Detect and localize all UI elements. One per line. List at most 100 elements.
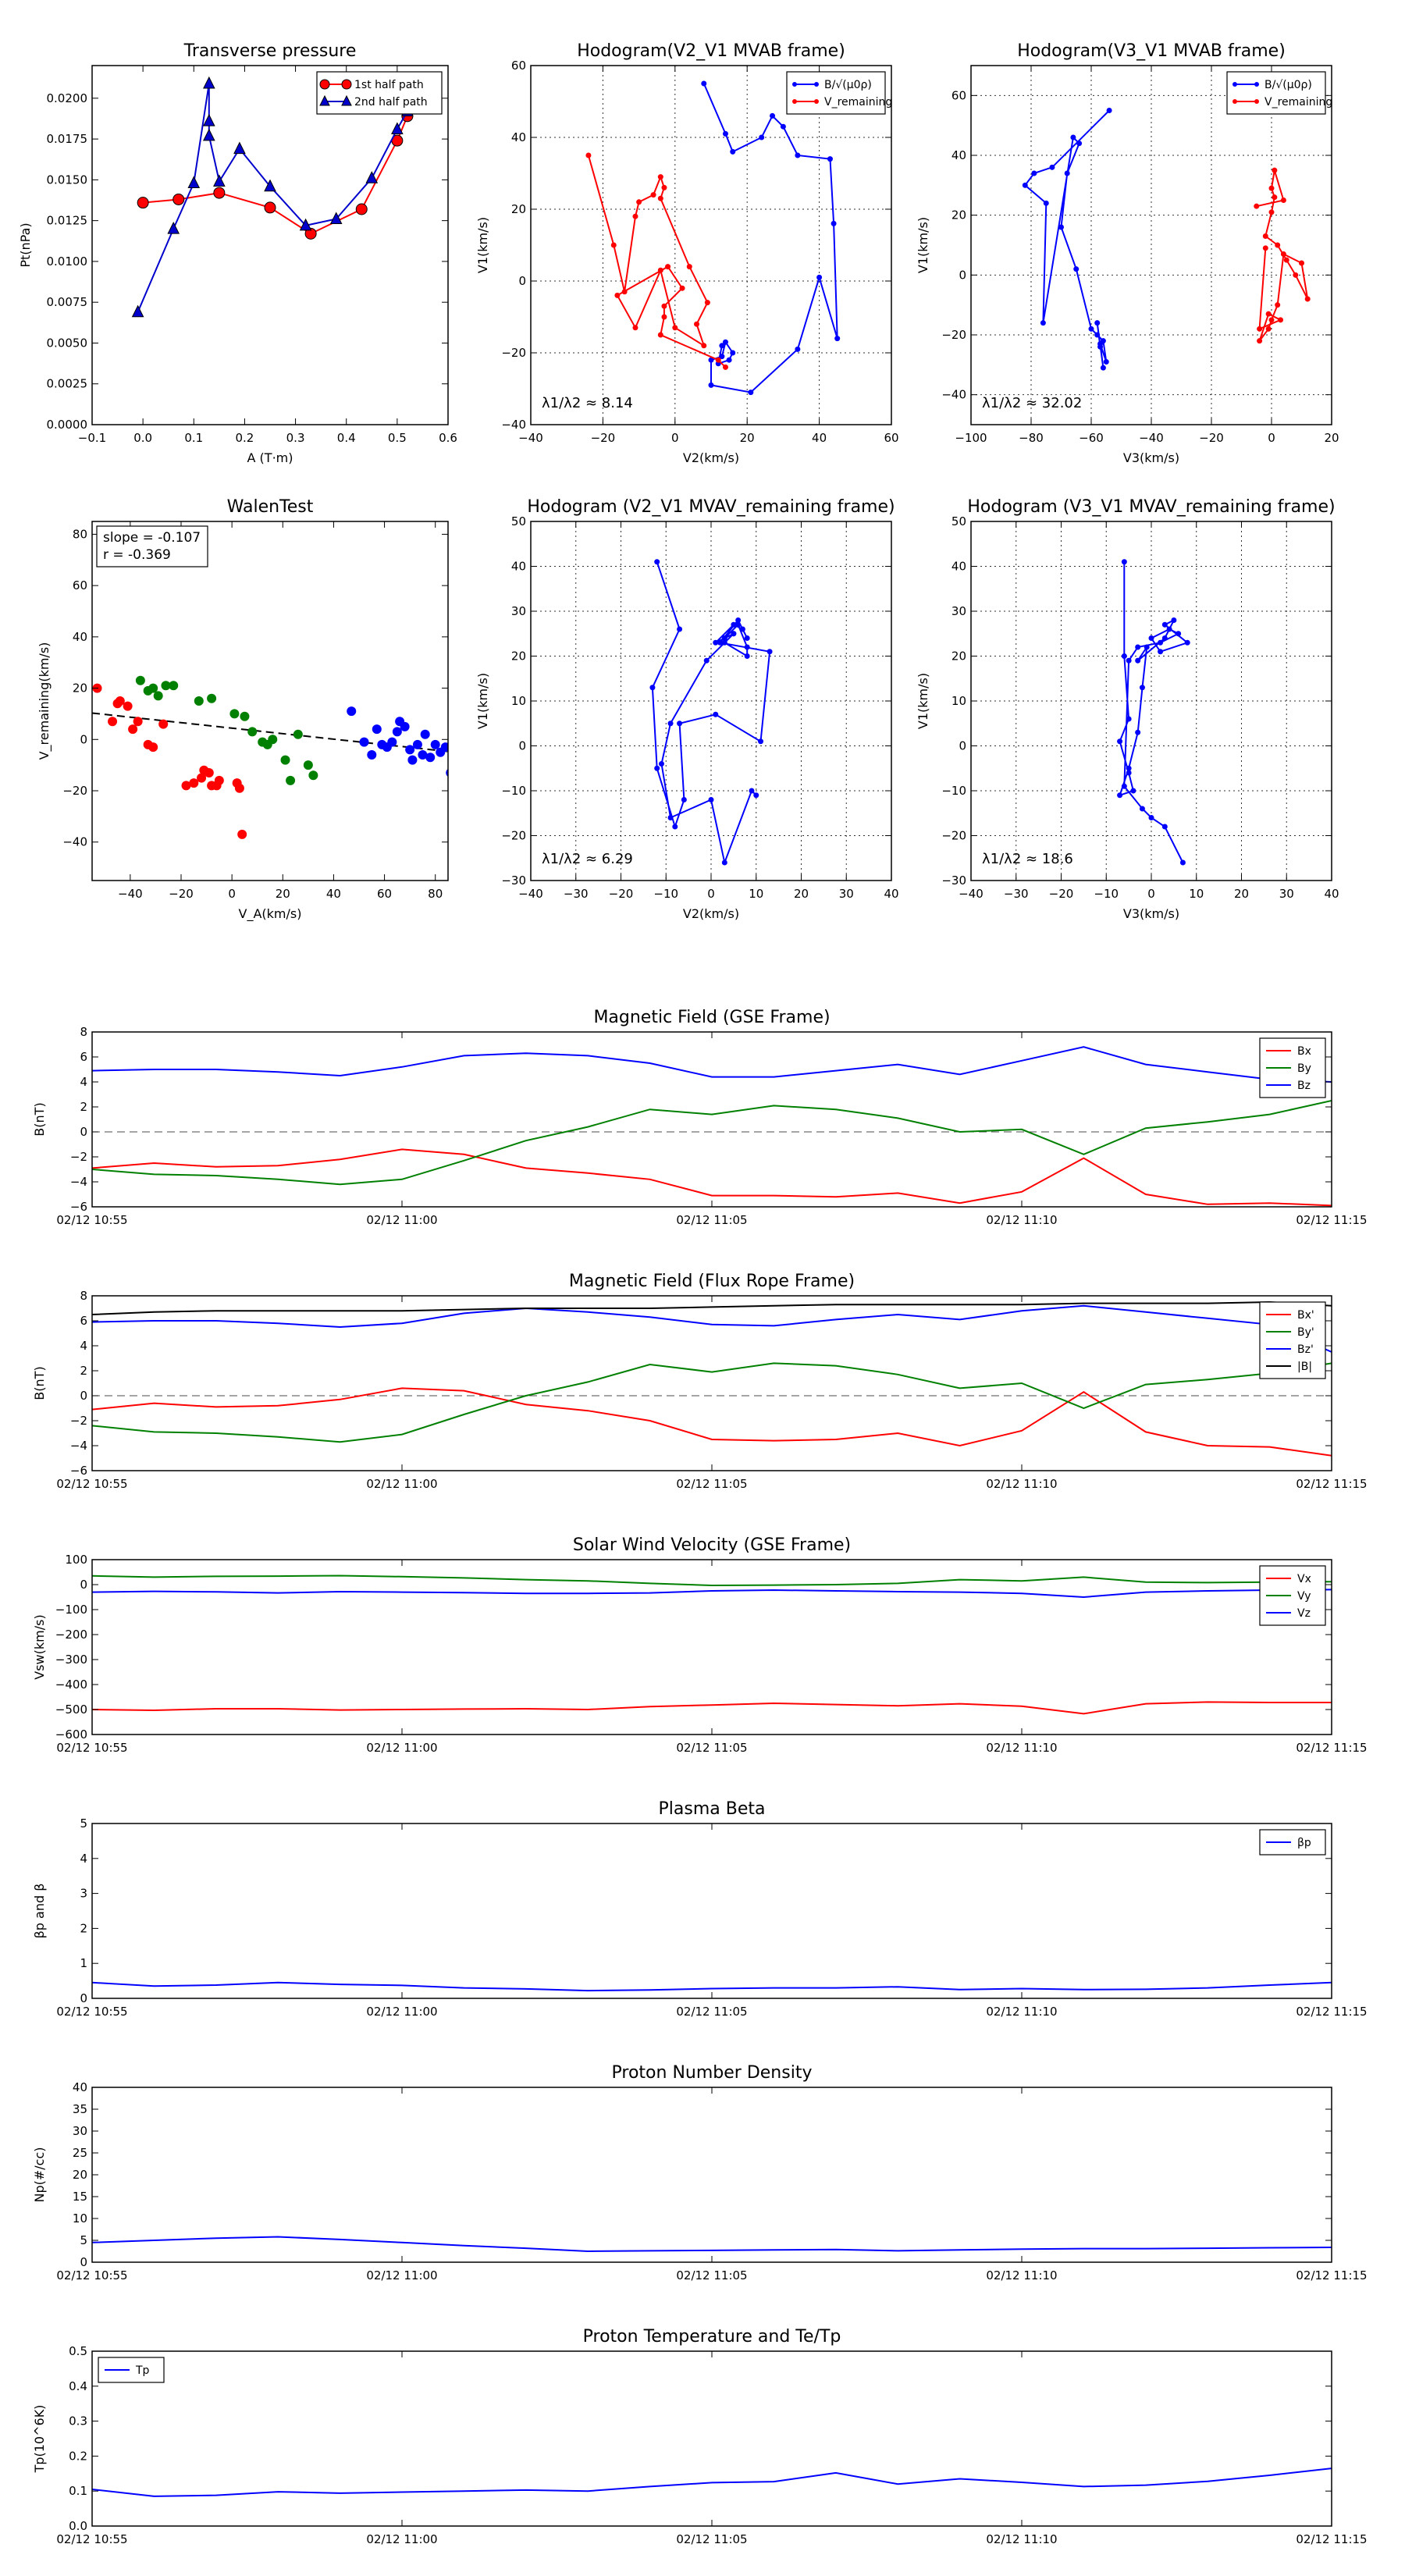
x-tick-label: 20 [1324,431,1339,445]
chart-hodogram-v2-v1-mvab: −40 −20 0 20 40 60 −40 −20 0 20 40 60 Hodogram(V2_V1… [475,41,899,465]
y-tick-label: 6 [80,1314,87,1328]
series-2-point [372,724,382,735]
series-0-point [735,621,742,628]
x-tick-label: −80 [1019,431,1044,445]
series-1-point [280,755,290,765]
series-0-point [1158,639,1164,646]
series-0-point [1121,559,1127,565]
series-b-0--point [708,382,714,388]
series-v-remaining-point [661,184,667,190]
chart-title: WalenTest [227,497,314,517]
series-v-remaining-point [661,303,667,309]
legend-label: By' [1297,1326,1314,1339]
x-tick-label: 30 [839,887,854,901]
legend-box [786,71,886,115]
chart-magnetic-field-gse: 02/12 10:55 02/12 11:00 02/12 11:05 02/12 1… [32,1008,1368,1227]
series-0-point [649,685,656,691]
series-b-0--point [1073,266,1080,272]
chart-proton-temperature: 02/12 10:55 02/12 11:00 02/12 11:05 02/12 1… [32,2327,1368,2546]
x-tick-label: −40 [518,431,543,445]
y-axis-label: Vsw(km/s) [32,1614,47,1679]
series-v-remaining-point [657,332,663,338]
legend-label: Bx [1297,1045,1311,1058]
x-tick-label: 02/12 11:10 [986,1741,1057,1755]
ratio-annotation: λ1/λ2 ≈ 32.02 [982,395,1082,411]
series-2-point [412,739,422,749]
y-tick-label: 0.0050 [47,336,88,350]
series-0-line [92,2236,1332,2253]
legend-marker [792,82,797,87]
series-v-remaining-point [1268,209,1275,215]
chart-title: Proton Temperature and Te/Tp [583,2327,841,2347]
series-0-point [721,859,727,866]
y-tick-label: 50 [511,514,526,528]
series-0-point [108,717,118,727]
series-0-point [1148,815,1154,820]
series-b-0--point [1040,320,1046,326]
y-tick-label: 0 [80,732,87,746]
plot-area [92,2236,1332,2253]
series-0-point [1139,806,1145,812]
series-tp-line [92,2467,1332,2497]
series-b-0--point [701,80,707,87]
legend: Vx Vy Vz [1259,1565,1326,1626]
y-tick-label: 0 [80,1578,87,1592]
series-1st-half-path-point [137,197,149,209]
x-tick-label: 02/12 10:55 [56,2532,127,2546]
series-0-point [753,792,759,799]
legend-label: Vx [1297,1573,1311,1585]
series-v-remaining-point [1268,317,1275,323]
series-2nd-half-path-point [391,122,404,135]
fit-stats-line: slope = -0.107 [103,530,201,546]
legend-label: By [1297,1062,1311,1075]
x-tick-label: −30 [564,887,589,901]
y-tick-label: 4 [80,1075,87,1089]
fit-stats-box [96,525,208,568]
series-0-point [681,797,687,802]
series-0-point [667,720,674,727]
series-0-point [708,797,714,802]
x-tick-label: 02/12 11:15 [1296,1213,1367,1227]
y-tick-label: 5 [80,2233,87,2247]
plot-area [131,76,414,318]
x-tick-label: 80 [428,887,443,901]
series-1st-half-path-point [264,201,276,214]
x-tick-label: 0.0 [133,431,152,445]
y-tick-label: −10 [501,784,526,798]
y-tick-label: 20 [73,2168,87,2182]
series-0-point [744,653,750,659]
x-tick-label: 02/12 11:05 [676,1213,747,1227]
y-tick-label: 20 [511,649,526,664]
legend: βp [1259,1829,1326,1856]
series-0-point [703,657,710,664]
y-tick-label: 0.0125 [47,214,88,228]
series-2nd-half-path-point [264,179,276,192]
y-tick-label: 25 [73,2146,87,2160]
series-2-point [440,742,448,753]
legend-marker [1232,82,1237,87]
series-b-0--point [795,152,801,158]
x-tick-label: 02/12 11:10 [986,2532,1057,2546]
legend: Bx By Bz [1259,1037,1326,1098]
x-tick-label: −40 [118,887,143,901]
y-axis-label: Pt(nPa) [18,222,33,267]
series-0-point [739,626,745,632]
series-b-0--point [1049,164,1055,170]
legend-marker [1232,99,1237,104]
chart-transverse-pressure: −0.1 0.0 0.1 0.2 0.3 0.4 0.5 0.6 0.0000 0.0025 0.0… [18,41,457,465]
series-v-remaining-point [1278,317,1284,323]
series-b-0--point [1076,141,1083,147]
legend-marker [1254,99,1259,104]
series-v-remaining-point [621,289,628,295]
series-0-point [1184,639,1190,646]
y-tick-label: −6 [70,1200,87,1214]
plot-frame [91,65,449,425]
x-tick-label: 02/12 10:55 [56,1741,127,1755]
legend-label: Bz [1297,1080,1311,1092]
y-tick-label: 0 [518,739,526,753]
x-tick-label: 10 [1189,887,1204,901]
series-2nd-half-path-point [187,176,201,189]
x-tick-label: 02/12 11:10 [986,2005,1057,2019]
y-tick-label: 60 [511,59,526,73]
